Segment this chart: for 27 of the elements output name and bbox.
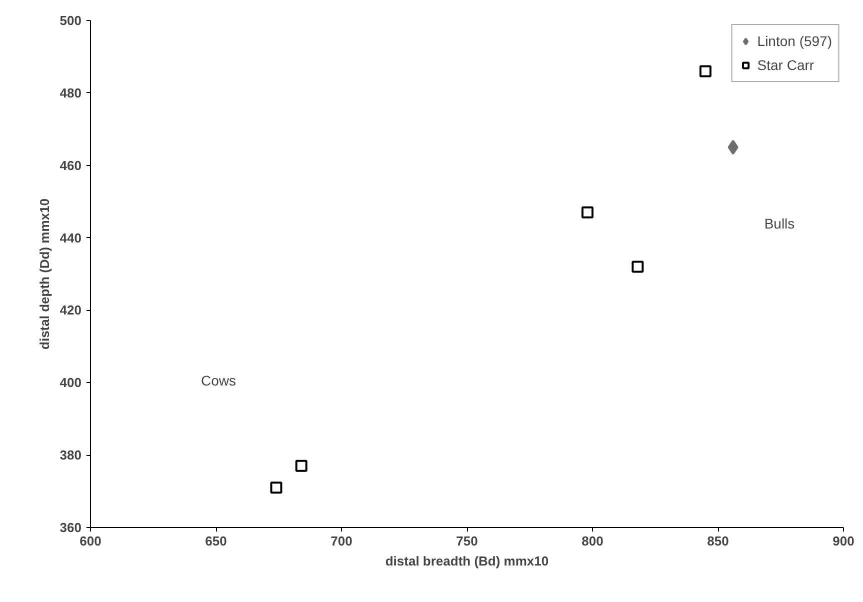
annotation: Cows <box>201 372 236 388</box>
x-tick-label: 800 <box>582 534 604 548</box>
x-tick-label: 900 <box>832 534 854 548</box>
y-tick-label: 440 <box>60 230 82 246</box>
point <box>728 140 738 155</box>
y-tick-label: 420 <box>60 302 82 318</box>
annotation: Bulls <box>764 215 795 232</box>
x-tick-label: 850 <box>707 534 729 548</box>
y-tick-label: 360 <box>60 520 82 535</box>
y-tick-label: 460 <box>60 158 82 173</box>
point <box>632 260 644 273</box>
x-tick-label: 700 <box>330 534 352 548</box>
y-tick-label: 480 <box>60 85 82 100</box>
point <box>270 482 282 494</box>
x-tick-label: 750 <box>456 534 478 548</box>
legend-label: Linton (597) <box>757 33 832 49</box>
y-tick-label: 400 <box>60 375 82 390</box>
x-tick-label: 650 <box>205 534 227 548</box>
y-tick-label: 500 <box>60 13 82 28</box>
point <box>295 460 308 472</box>
x-axis-title: distal breadth (Bd) mmx10 <box>385 554 549 568</box>
point <box>581 206 594 218</box>
legend-label: Star Carr <box>757 57 814 73</box>
y-tick-label: 380 <box>60 448 82 463</box>
x-tick-label: 600 <box>80 534 102 548</box>
y-axis-title: distal depth (Dd) mmx10 <box>36 198 52 350</box>
point <box>699 65 712 78</box>
